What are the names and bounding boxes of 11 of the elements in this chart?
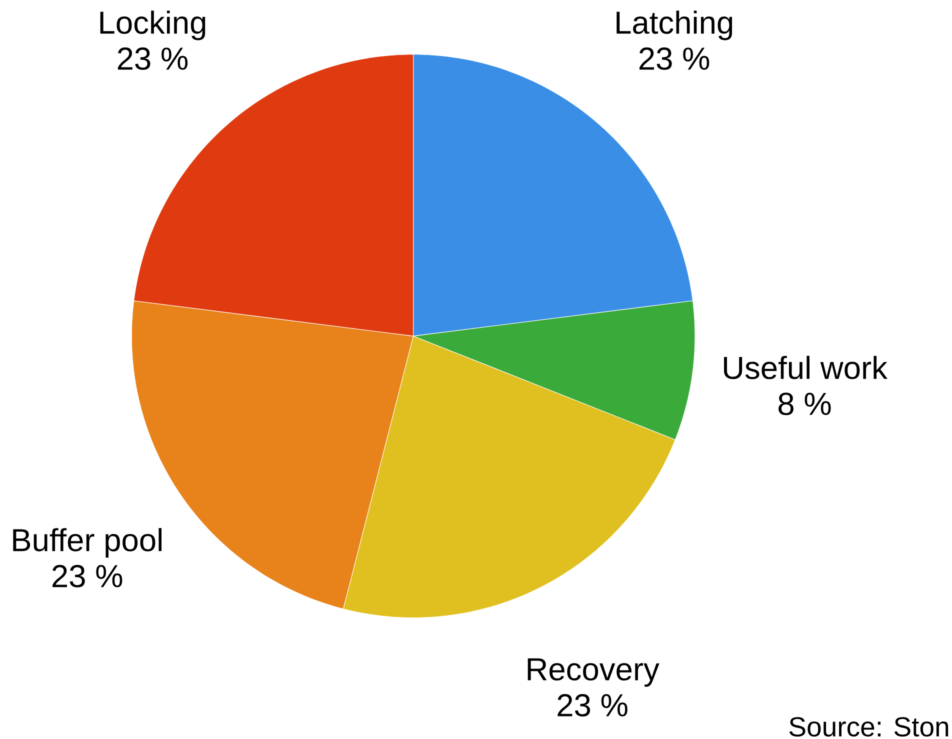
data-label: 23 %: [52, 565, 122, 588]
data-label: 23 %: [639, 48, 710, 70]
source-note: Source: Ston: [789, 717, 948, 737]
data-label: 23 %: [558, 694, 628, 717]
slice-label: Recovery: [528, 658, 660, 687]
slice-label: Locking: [100, 10, 206, 40]
data-label: 8 %: [778, 392, 831, 416]
slice-label: Latching: [616, 10, 732, 40]
data-label: 23 %: [118, 48, 188, 70]
slice-label: Useful work: [724, 356, 888, 380]
slice-label: Buffer pool: [13, 528, 162, 558]
